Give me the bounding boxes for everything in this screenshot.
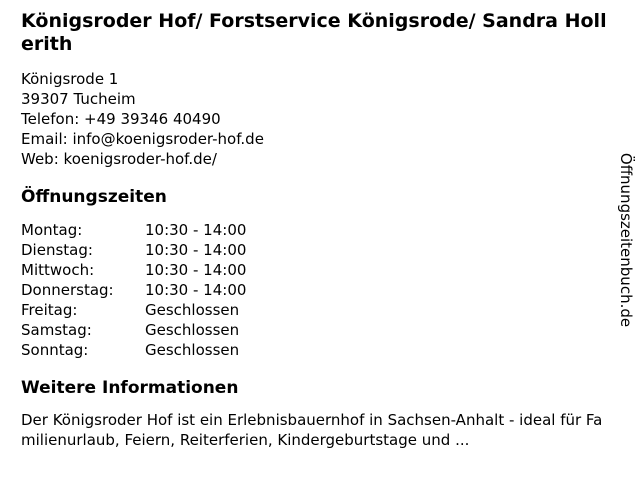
web-value: koenigsroder-hof.de/ — [63, 150, 217, 168]
hours-value: Geschlossen — [145, 321, 240, 339]
hours-row-sunday: Sonntag: Geschlossen — [21, 340, 613, 360]
address-city: 39307 Tucheim — [21, 90, 136, 108]
hours-value: 10:30 - 14:00 — [145, 241, 247, 259]
hours-value: Geschlossen — [145, 301, 240, 319]
hours-row-wednesday: Mittwoch: 10:30 - 14:00 — [21, 260, 613, 280]
hours-value: 10:30 - 14:00 — [145, 281, 247, 299]
phone-line: Telefon: +49 39346 40490 — [21, 109, 613, 129]
web-line: Web: koenigsroder-hof.de/ — [21, 149, 613, 169]
hours-value: 10:30 - 14:00 — [145, 221, 247, 239]
hours-value: Geschlossen — [145, 341, 240, 359]
page-title: Königsroder Hof/ Forstservice Königsrode… — [21, 10, 607, 55]
opening-hours-table: Montag: 10:30 - 14:00 Dienstag: 10:30 - … — [21, 220, 613, 360]
more-info-heading: Weitere Informationen — [21, 378, 239, 398]
business-description: Der Königsroder Hof ist ein Erlebnisbaue… — [21, 411, 603, 449]
phone-label: Telefon: — [21, 110, 80, 128]
hours-row-monday: Montag: 10:30 - 14:00 — [21, 220, 613, 240]
address-street: Königsrode 1 — [21, 70, 119, 88]
hours-row-thursday: Donnerstag: 10:30 - 14:00 — [21, 280, 613, 300]
email-label: Email: — [21, 130, 68, 148]
hours-row-tuesday: Dienstag: 10:30 - 14:00 — [21, 240, 613, 260]
hours-value: 10:30 - 14:00 — [145, 261, 247, 279]
opening-hours-heading: Öffnungszeiten — [21, 187, 167, 207]
contact-block: Königsrode 1 39307 Tucheim Telefon: +49 … — [21, 69, 613, 169]
day-label: Samstag: — [21, 321, 92, 339]
email-line: Email: info@koenigsroder-hof.de — [21, 129, 613, 149]
email-value: info@koenigsroder-hof.de — [72, 130, 264, 148]
day-label: Montag: — [21, 221, 83, 239]
day-label: Dienstag: — [21, 241, 93, 259]
site-watermark: Öffnungszeitenbuch.de — [617, 152, 635, 328]
day-label: Donnerstag: — [21, 281, 114, 299]
web-label: Web: — [21, 150, 59, 168]
hours-row-friday: Freitag: Geschlossen — [21, 300, 613, 320]
listing-content: Königsroder Hof/ Forstservice Königsrode… — [21, 0, 613, 450]
phone-value: +49 39346 40490 — [84, 110, 221, 128]
day-label: Mittwoch: — [21, 261, 95, 279]
day-label: Sonntag: — [21, 341, 89, 359]
hours-row-saturday: Samstag: Geschlossen — [21, 320, 613, 340]
day-label: Freitag: — [21, 301, 78, 319]
